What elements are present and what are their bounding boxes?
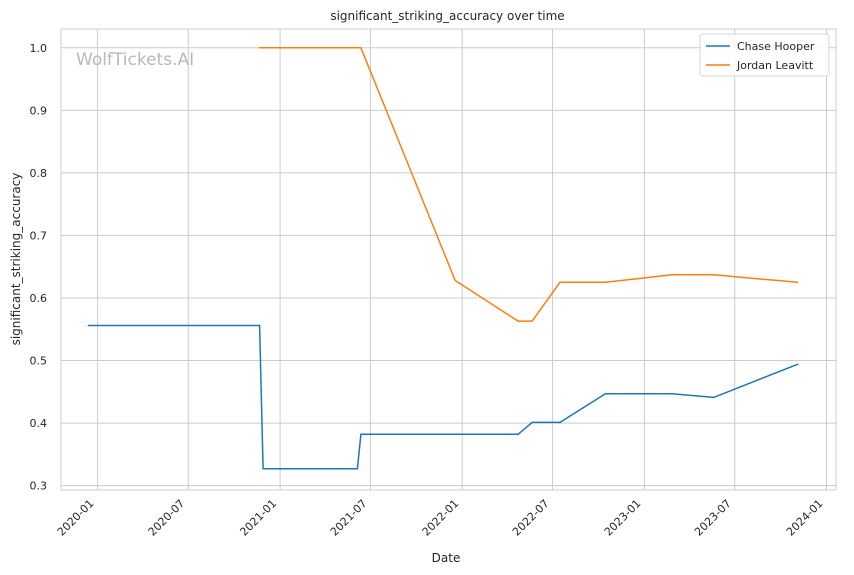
- y-tick-label: 0.3: [30, 480, 48, 493]
- data-point: [604, 392, 607, 395]
- data-point: [517, 320, 519, 322]
- data-point: [454, 279, 457, 282]
- y-tick-label: 0.4: [30, 417, 48, 430]
- y-tick-label: 0.5: [30, 355, 48, 368]
- watermark: WolfTickets.AI: [76, 50, 194, 70]
- legend-label: Chase Hooper: [737, 40, 815, 53]
- data-point: [531, 421, 533, 424]
- data-point: [712, 396, 715, 399]
- legend-label: Jordan Leavitt: [736, 59, 814, 72]
- data-point: [604, 281, 607, 284]
- data-point: [712, 274, 715, 276]
- data-point: [258, 46, 261, 49]
- y-tick-label: 0.8: [30, 167, 48, 180]
- data-point: [671, 392, 673, 395]
- data-point: [258, 324, 261, 327]
- data-point: [360, 46, 362, 49]
- data-point: [356, 467, 359, 470]
- data-point: [262, 46, 264, 49]
- data-point: [87, 324, 90, 327]
- data-point: [796, 363, 799, 366]
- data-point: [796, 281, 799, 284]
- grid: [61, 29, 836, 490]
- series-line-chase-hooper: [88, 324, 798, 470]
- y-tick-label: 1.0: [30, 42, 48, 55]
- y-tick-label: 0.9: [30, 104, 48, 117]
- series-layer: [87, 46, 799, 470]
- legend-box: [699, 33, 830, 77]
- y-tick-label: 0.6: [30, 292, 48, 305]
- data-point: [531, 320, 533, 322]
- data-point: [559, 421, 561, 424]
- data-point: [517, 433, 519, 436]
- data-point: [360, 433, 362, 436]
- data-point: [559, 281, 561, 284]
- plot-frame: [60, 28, 837, 491]
- y-tick-label: 0.7: [30, 229, 48, 242]
- y-axis-ticks: 0.3 0.4 0.5 0.6 0.7 0.8 0.9 1.0: [30, 42, 48, 493]
- data-point: [262, 467, 264, 470]
- x-axis-label: Date: [432, 551, 461, 565]
- y-axis-label: significant_striking_accuracy: [9, 173, 23, 346]
- chart-title: significant_striking_accuracy over time: [330, 9, 564, 23]
- data-point: [671, 274, 673, 276]
- legend: Chase Hooper Jordan Leavitt: [699, 33, 830, 77]
